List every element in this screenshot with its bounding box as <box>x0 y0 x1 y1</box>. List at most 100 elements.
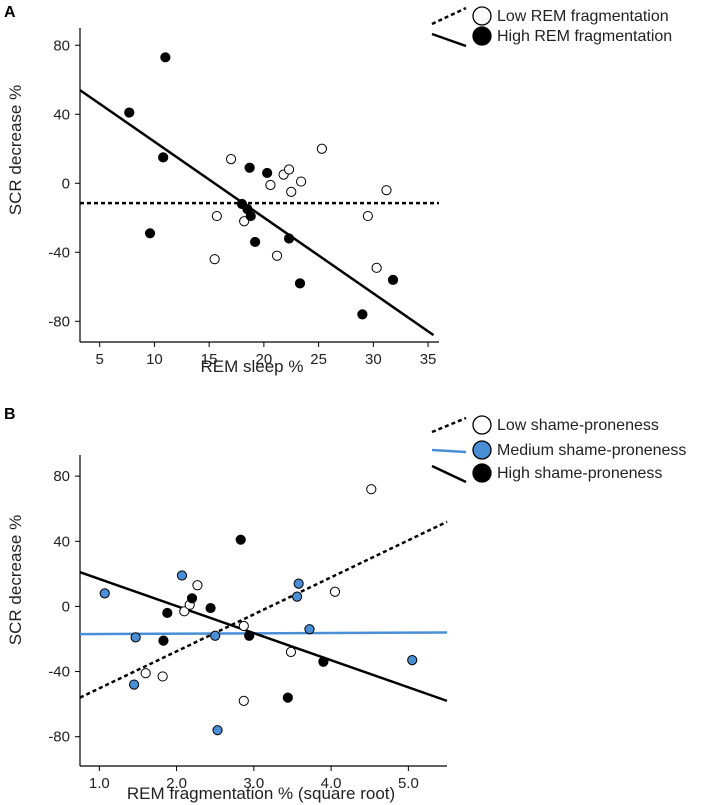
panel-a-x-tick-label: 35 <box>420 351 437 368</box>
panel-a-x-ticks: 5 10 15 20 25 30 35 <box>96 342 437 368</box>
fit-line-high-shame-proneness <box>79 571 448 703</box>
point-medium-shame-proneness <box>304 624 315 635</box>
point-high-rem-fragmentation <box>250 236 261 248</box>
point-high-shame-proneness <box>318 656 329 667</box>
legend-line-high-rem-frag <box>431 32 467 48</box>
point-high-rem-fragmentation <box>357 309 368 320</box>
point-low-rem-fragmentation <box>239 216 250 227</box>
panel-b-plot-area <box>79 455 448 767</box>
panel-b-label: B <box>4 406 16 423</box>
legend-marker-high-shame <box>472 463 492 483</box>
point-low-rem-fragmentation <box>381 185 392 196</box>
point-low-rem-fragmentation <box>265 179 276 191</box>
point-low-rem-fragmentation <box>286 186 297 198</box>
panel-b-x-tick-label: 3.0 <box>243 775 264 792</box>
panel-a-x-tick-label: 25 <box>310 351 327 368</box>
legend-marker-low-shame <box>472 415 492 435</box>
point-low-shame-proneness <box>329 586 341 597</box>
point-low-rem-fragmentation <box>295 176 307 187</box>
fit-line-high-rem-fragmentation <box>79 89 435 337</box>
point-low-shame-proneness <box>179 606 190 617</box>
panel-b-y-ticks: 80 40 0 -40 -80 <box>48 468 80 746</box>
point-high-rem-fragmentation <box>283 233 295 244</box>
fit-line-medium-shame-proneness <box>79 631 448 636</box>
point-low-rem-fragmentation <box>209 254 220 265</box>
panel-a-x-tick-label: 10 <box>146 351 163 368</box>
panel-a-y-tick-label: -80 <box>48 313 70 330</box>
legend-line-low-rem-frag <box>431 6 467 26</box>
point-high-shame-proneness <box>205 602 216 614</box>
point-medium-shame-proneness <box>99 588 110 599</box>
point-high-shame-proneness <box>235 534 246 545</box>
point-high-shame-proneness <box>162 607 173 619</box>
panel-a-plot-area <box>79 28 439 343</box>
panel-b-x-axis-title: REM fragmentation % (square root) <box>127 784 395 803</box>
panel-b-y-tick-label: 40 <box>53 533 70 550</box>
point-high-shame-proneness <box>186 593 198 604</box>
panel-b-y-axis-title: SCR decrease % <box>6 515 25 645</box>
panel-b-y-tick-label: -40 <box>48 664 70 681</box>
panel-a-y-axis-title: SCR decrease % <box>6 85 25 215</box>
panel-b-legend: Low shame-proneness Medium shame-pronene… <box>431 415 686 484</box>
point-low-shame-proneness <box>192 580 203 591</box>
point-medium-shame-proneness <box>176 570 188 581</box>
fit-line-low-shame-proneness <box>79 520 448 699</box>
point-low-rem-fragmentation <box>225 154 237 165</box>
legend-label-high-shame: High shame-proneness <box>497 465 662 482</box>
point-low-shame-proneness <box>238 620 249 632</box>
point-low-shame-proneness <box>140 668 151 679</box>
panel-b-y-tick-label: -80 <box>48 729 70 746</box>
panel-a-x-tick-label: 20 <box>256 351 273 368</box>
point-high-rem-fragmentation <box>144 228 156 239</box>
panel-a-y-tick-label: 80 <box>53 37 70 54</box>
point-high-rem-fragmentation <box>387 274 399 285</box>
point-medium-shame-proneness <box>128 679 140 690</box>
panel-b-x-tick-label: 4.0 <box>321 775 342 792</box>
point-high-rem-fragmentation <box>124 107 135 118</box>
point-medium-shame-proneness <box>210 630 221 641</box>
point-low-rem-fragmentation <box>271 250 283 261</box>
point-low-rem-fragmentation <box>371 262 382 273</box>
legend-line-high-shame <box>431 464 467 484</box>
panel-a-x-tick-label: 15 <box>201 351 218 368</box>
legend-marker-medium-shame <box>472 440 492 460</box>
point-low-shame-proneness <box>238 695 249 706</box>
point-medium-shame-proneness <box>292 591 303 602</box>
point-low-rem-fragmentation <box>316 143 327 154</box>
point-medium-shame-proneness <box>212 725 223 736</box>
panel-b-y-tick-label: 0 <box>62 598 70 615</box>
panel-a-y-tick-label: 0 <box>62 175 70 192</box>
point-high-rem-fragmentation <box>158 152 169 163</box>
point-high-rem-fragmentation <box>160 52 171 63</box>
panel-a-label: A <box>4 4 16 21</box>
point-medium-shame-proneness <box>130 632 141 643</box>
point-high-shame-proneness <box>244 630 255 641</box>
point-high-rem-fragmentation <box>245 210 256 222</box>
point-high-shame-proneness <box>282 692 293 703</box>
point-low-rem-fragmentation <box>283 164 295 175</box>
point-low-shame-proneness <box>366 484 377 495</box>
panel-a-x-tick-label: 5 <box>96 351 104 368</box>
point-low-shame-proneness <box>157 671 168 682</box>
panel-b: B 1.0 2.0 3.0 4.0 5.0 80 40 0 -40 -80 REM fragme… <box>4 406 686 803</box>
panel-a-legend: Low REM fragmentation High REM fragmenta… <box>431 6 672 48</box>
point-high-rem-fragmentation <box>294 278 306 289</box>
panel-b-y-tick-label: 80 <box>53 468 70 485</box>
point-high-rem-fragmentation <box>262 167 273 179</box>
legend-label-medium-shame: Medium shame-proneness <box>497 442 686 459</box>
legend-marker-low-rem-frag <box>472 6 492 26</box>
point-high-rem-fragmentation <box>244 162 255 173</box>
point-low-rem-fragmentation <box>211 210 222 222</box>
legend-label-high-rem-frag: High REM fragmentation <box>497 28 672 45</box>
panel-a-y-ticks: 80 40 0 -40 -80 <box>48 37 80 330</box>
legend-label-low-shame: Low shame-proneness <box>497 417 659 434</box>
panel-a-x-tick-label: 30 <box>365 351 382 368</box>
legend-label-low-rem-frag: Low REM fragmentation <box>497 8 669 25</box>
legend-line-low-shame <box>431 416 467 434</box>
panel-b-x-tick-label: 1.0 <box>89 775 110 792</box>
panel-a-y-tick-label: -40 <box>48 244 70 261</box>
point-medium-shame-proneness <box>293 578 304 589</box>
point-low-shame-proneness <box>285 646 297 658</box>
